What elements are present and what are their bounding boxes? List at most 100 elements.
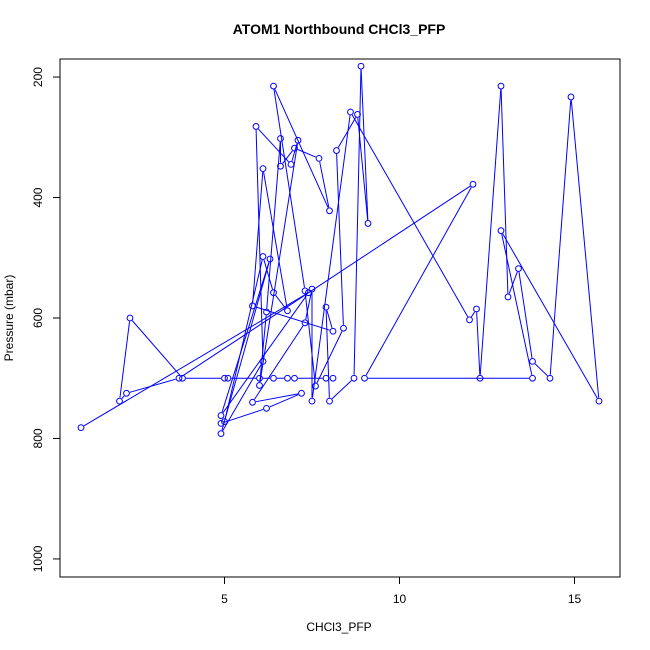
series-line-segment bbox=[311, 115, 351, 398]
data-point bbox=[364, 220, 372, 227]
series-line-segment bbox=[119, 321, 131, 398]
data-point bbox=[312, 382, 319, 390]
data-point bbox=[529, 374, 536, 382]
series-line-segment bbox=[365, 187, 472, 376]
series-line-segment bbox=[502, 233, 598, 399]
data-point bbox=[116, 397, 123, 405]
x-tick-label: 5 bbox=[221, 592, 228, 606]
data-point bbox=[350, 374, 358, 382]
data-point bbox=[217, 430, 225, 438]
data-point bbox=[277, 135, 284, 142]
series-line-segment bbox=[326, 310, 333, 329]
series-line-segment bbox=[131, 320, 181, 376]
series-line-segment bbox=[254, 325, 304, 400]
series-line-segment bbox=[304, 294, 316, 383]
data-point bbox=[259, 165, 267, 173]
data-point bbox=[126, 314, 134, 322]
data-point bbox=[270, 374, 277, 382]
series-line-segment bbox=[353, 69, 362, 375]
series-line-segment bbox=[273, 89, 305, 288]
series-line-segment bbox=[351, 114, 469, 318]
data-point bbox=[123, 389, 130, 397]
series-line-segment bbox=[263, 171, 288, 308]
data-point bbox=[529, 357, 536, 365]
series-line-segment bbox=[121, 395, 125, 399]
data-point bbox=[361, 374, 368, 382]
series-line-segment bbox=[476, 312, 481, 375]
data-point bbox=[291, 374, 298, 382]
data-point bbox=[340, 324, 347, 332]
data-point bbox=[504, 293, 512, 301]
data-point bbox=[301, 287, 309, 295]
data-point bbox=[308, 397, 316, 405]
data-point bbox=[249, 302, 256, 310]
data-point bbox=[259, 253, 267, 260]
data-point bbox=[263, 308, 270, 316]
data-point bbox=[270, 82, 277, 90]
x-tick-label: 10 bbox=[393, 592, 407, 606]
series-line-segment bbox=[259, 315, 267, 383]
data-point bbox=[305, 289, 312, 297]
data-point bbox=[347, 108, 354, 116]
data-point bbox=[217, 412, 225, 419]
data-point bbox=[515, 265, 522, 273]
data-point bbox=[595, 397, 603, 405]
series-line-segment bbox=[297, 149, 316, 158]
series-line-segment bbox=[224, 259, 263, 419]
data-point bbox=[224, 374, 232, 382]
series-line-segment bbox=[518, 271, 533, 358]
data-point bbox=[298, 389, 305, 397]
data-point bbox=[270, 289, 277, 297]
series-line-segment bbox=[129, 378, 176, 393]
y-tick-label: 400 bbox=[31, 187, 45, 207]
data-point bbox=[284, 307, 291, 315]
data-point bbox=[333, 147, 340, 154]
y-tick-label: 1000 bbox=[31, 545, 45, 572]
series-line-segment bbox=[305, 292, 312, 320]
plot-area bbox=[77, 62, 603, 438]
series-line-segment bbox=[549, 100, 572, 375]
data-point bbox=[497, 82, 505, 90]
y-tick-label: 800 bbox=[31, 428, 45, 448]
data-point bbox=[284, 374, 291, 382]
y-axis: 200 400 600 800 1000 bbox=[31, 67, 60, 572]
data-point bbox=[469, 180, 477, 188]
data-point bbox=[357, 62, 365, 70]
data-point bbox=[326, 397, 333, 405]
series-line-segment bbox=[275, 295, 286, 309]
data-point bbox=[77, 424, 85, 432]
data-point bbox=[294, 136, 302, 144]
series-line-segment bbox=[470, 311, 476, 318]
data-point bbox=[322, 374, 330, 382]
series-line-segment bbox=[336, 154, 344, 325]
x-tick-label: 15 bbox=[568, 592, 582, 606]
data-point bbox=[179, 374, 186, 382]
y-tick-label: 600 bbox=[31, 308, 45, 328]
data-point bbox=[329, 327, 337, 335]
data-point bbox=[277, 162, 284, 170]
data-point bbox=[256, 382, 263, 389]
series-line-segment bbox=[319, 161, 330, 208]
chart-title: ATOM1 Northbound CHCl3_PFP bbox=[233, 21, 446, 37]
series-line-segment bbox=[269, 394, 299, 408]
series-line-segment bbox=[222, 364, 262, 431]
data-point bbox=[322, 303, 330, 311]
data-point bbox=[354, 111, 361, 118]
series-line-segment bbox=[181, 185, 471, 377]
series-line-segment bbox=[337, 117, 357, 148]
series-line-segment bbox=[570, 100, 600, 398]
series-line-segment bbox=[252, 172, 264, 303]
series-line-segment bbox=[508, 271, 518, 294]
series-line-segment bbox=[258, 128, 289, 163]
series-line-segment bbox=[479, 89, 502, 375]
y-axis-label: Pressure (mbar) bbox=[2, 275, 16, 362]
series-line-segment bbox=[291, 143, 298, 162]
data-point bbox=[266, 255, 274, 263]
series-line-segment bbox=[255, 306, 330, 331]
series-line-segment bbox=[266, 141, 281, 309]
data-point bbox=[308, 285, 316, 293]
data-point bbox=[287, 161, 295, 168]
series-line-segment bbox=[316, 331, 343, 384]
series-line-segment bbox=[500, 89, 509, 294]
